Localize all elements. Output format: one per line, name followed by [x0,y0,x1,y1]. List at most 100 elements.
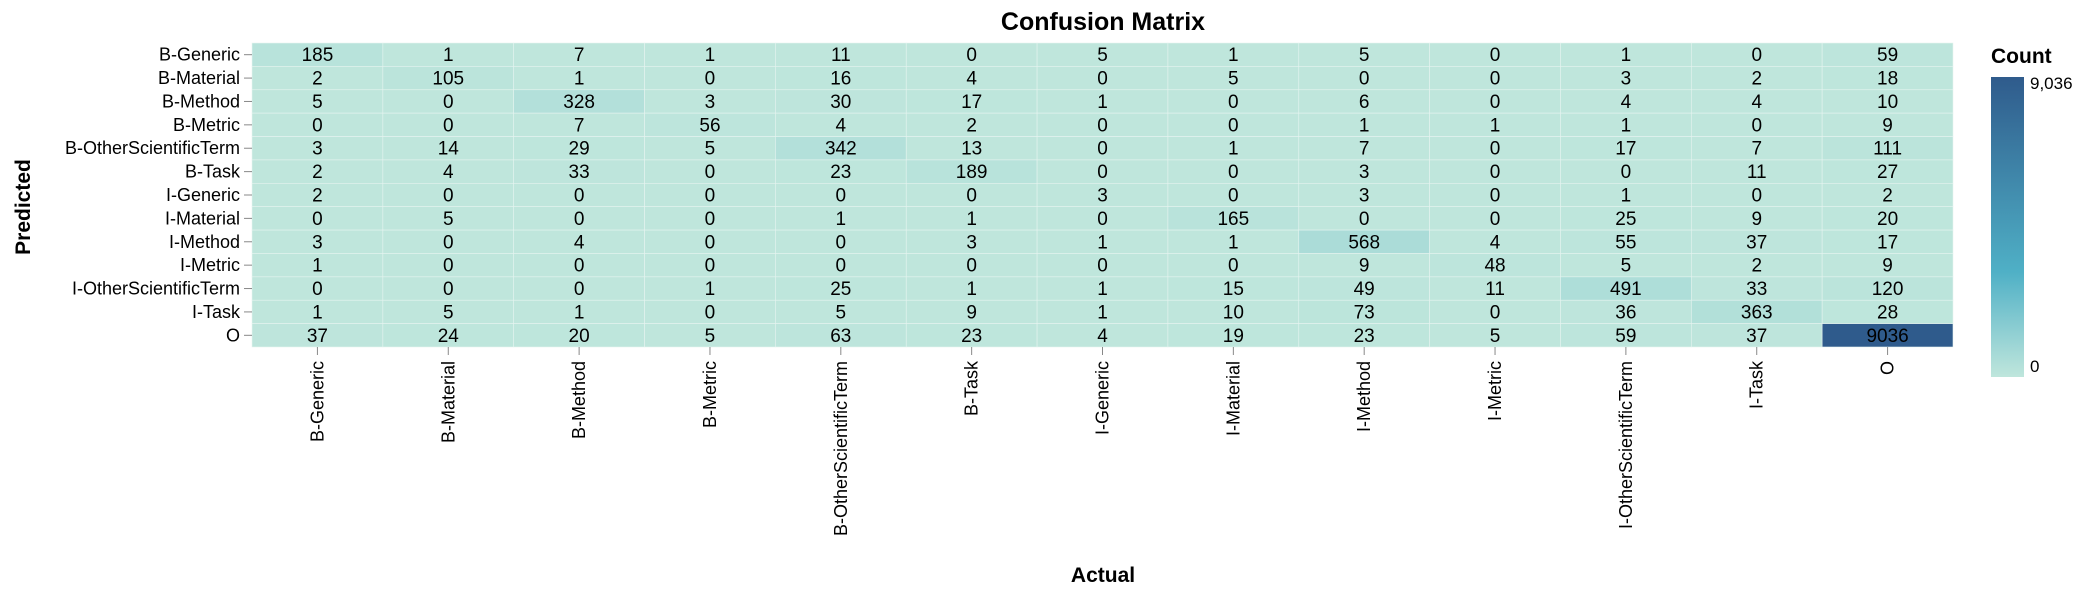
cell-value-label: 9 [1882,115,1893,136]
cell-value-label: 568 [1348,232,1380,253]
y-tick-label: B-Generic [159,45,240,65]
cell-value-label: 10 [1877,92,1898,113]
cell-value-label: 18 [1877,69,1898,90]
cell-value-label: 0 [443,279,454,300]
cell-value-label: 1 [312,302,323,323]
cell-value-label: 0 [966,45,977,66]
cell-value-label: 2 [312,69,323,90]
cell-value-label: 37 [1746,326,1767,347]
cell-value-label: 3 [312,232,323,253]
cell-value-label: 0 [312,279,323,300]
cell-value-label: 5 [1359,45,1370,66]
cell-value-label: 0 [443,256,454,277]
legend-min-label: 0 [2030,357,2039,376]
cell-value-label: 491 [1610,279,1642,300]
x-axis: B-Generic B-Material B-Method B-Metric B-Oth… [307,347,1898,536]
cell-value-label: 0 [705,209,716,230]
cell-value-label: 0 [836,186,847,207]
cell-value-label: 0 [705,162,716,183]
x-tick-label: I-OtherScientificTerm [1616,361,1636,529]
cell-value-label: 0 [1097,209,1108,230]
cell-value-label: 2 [312,162,323,183]
cell-value-label: 23 [961,326,982,347]
cell-value-label: 1 [966,209,977,230]
cell-value-label: 2 [1751,256,1762,277]
cell-value-label: 1 [1621,115,1632,136]
cell-value-label: 36 [1615,302,1636,323]
y-axis-title: Predicted [12,159,35,255]
x-axis-title: Actual [1071,564,1135,587]
cell-value-label: 1 [705,279,716,300]
x-tick-label: O [1878,361,1898,375]
cell-value-label: 1 [1097,92,1108,113]
y-tick-label: I-Generic [166,185,240,205]
y-tick-label: I-Metric [180,255,240,275]
x-tick-label: B-Task [962,360,982,416]
x-tick-label: B-Material [438,361,458,443]
heatmap-cell-labels: 185 1 7 1 11 0 5 1 5 0 1 0 592 105 1 0 16 4 0 5 0 0 3 2 185 0 328 3… [302,45,1909,347]
cell-value-label: 0 [1097,256,1108,277]
cell-value-label: 20 [1877,209,1898,230]
cell-value-label: 4 [1097,326,1108,347]
cell-value-label: 1 [1228,139,1239,160]
cell-value-label: 1 [1097,279,1108,300]
cell-value-label: 1 [1097,302,1108,323]
cell-value-label: 0 [1228,162,1239,183]
cell-value-label: 1 [1621,186,1632,207]
color-legend: Count 9,036 0 [1991,45,2073,377]
cell-value-label: 4 [1751,92,1762,113]
cell-value-label: 15 [1223,279,1244,300]
cell-value-label: 63 [830,326,851,347]
cell-value-label: 0 [1490,162,1501,183]
cell-value-label: 9 [1751,209,1762,230]
cell-value-label: 10 [1223,302,1244,323]
y-tick-label: I-Material [165,208,240,228]
cell-value-label: 0 [574,279,585,300]
cell-value-label: 3 [966,232,977,253]
cell-value-label: 1 [574,302,585,323]
cell-value-label: 9 [966,302,977,323]
cell-value-label: 23 [830,162,851,183]
cell-value-label: 0 [574,256,585,277]
cell-value-label: 37 [1746,232,1767,253]
y-tick-label: B-Metric [173,115,240,135]
cell-value-label: 185 [302,45,334,66]
cell-value-label: 11 [831,45,851,66]
legend-max-label: 9,036 [2030,74,2073,93]
cell-value-label: 0 [443,232,454,253]
cell-value-label: 11 [1747,162,1767,183]
cell-value-label: 0 [312,209,323,230]
cell-value-label: 328 [563,92,595,113]
y-axis: B-Generic B-Material B-Method B-Metric B-Oth… [65,45,252,345]
cell-value-label: 1 [966,279,977,300]
cell-value-label: 0 [1359,209,1370,230]
cell-value-label: 0 [705,256,716,277]
cell-value-label: 33 [569,162,590,183]
cell-value-label: 0 [1490,209,1501,230]
cell-value-label: 3 [312,139,323,160]
cell-value-label: 0 [1228,256,1239,277]
cell-value-label: 0 [1621,162,1632,183]
y-tick-label: O [226,325,240,345]
y-tick-label: B-OtherScientificTerm [65,138,240,158]
cell-value-label: 0 [1751,45,1762,66]
cell-value-label: 0 [1751,186,1762,207]
cell-value-label: 1 [443,45,454,66]
cell-value-label: 0 [574,209,585,230]
cell-value-label: 111 [1873,139,1902,160]
cell-value-label: 1 [574,69,585,90]
cell-value-label: 165 [1217,209,1249,230]
cell-value-label: 0 [1490,186,1501,207]
x-tick-label: B-OtherScientificTerm [831,361,851,536]
y-tick-label: I-Task [192,302,241,322]
cell-value-label: 9 [1359,256,1370,277]
x-tick-label: I-Task [1747,360,1767,409]
cell-value-label: 0 [1490,139,1501,160]
cell-value-label: 0 [1097,162,1108,183]
cell-value-label: 55 [1615,232,1636,253]
cell-value-label: 4 [443,162,454,183]
cell-value-label: 1 [312,256,323,277]
cell-value-label: 30 [830,92,851,113]
cell-value-label: 1 [1621,45,1632,66]
y-tick-label: I-Method [169,232,240,252]
